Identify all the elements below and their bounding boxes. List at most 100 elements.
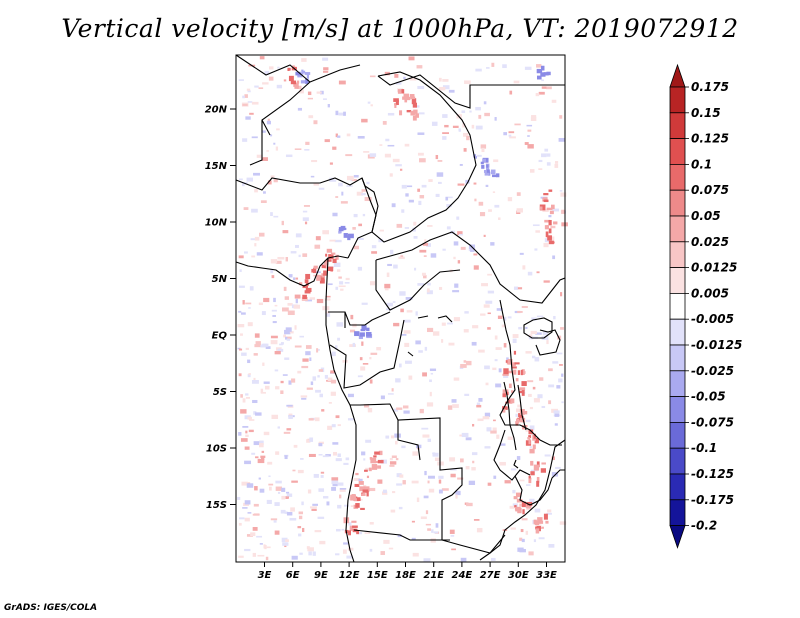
field-cell [359,332,365,337]
field-cell [272,315,276,317]
field-cell [492,427,497,432]
field-cell [275,486,282,491]
field-cell [343,542,349,545]
field-cell [280,380,284,384]
field-cell [469,110,472,113]
field-cell [457,183,465,186]
field-cell [425,523,432,526]
field-cell [336,322,344,327]
field-cell [541,405,546,409]
field-cell [445,196,449,201]
field-cell [268,483,274,486]
field-cell [486,169,490,173]
field-cell [490,430,497,434]
field-cell [347,235,351,241]
field-cell [294,244,299,248]
field-cell [337,482,344,486]
colorbar-box [669,344,686,372]
border [329,319,405,389]
field-cell [413,221,417,226]
field-cell [396,223,403,228]
field-cell [364,469,368,472]
field-cell [295,71,301,76]
field-cell [386,302,393,307]
field-cell [525,530,529,535]
field-cell [363,404,370,408]
field-cell [367,101,371,104]
field-cell [546,207,553,211]
field-cell [257,458,265,464]
lon-label: 12E [339,570,360,581]
field-cell [497,315,503,319]
field-cell [316,271,321,274]
field-cell [360,366,366,371]
field-cell [485,300,493,304]
field-cell [387,393,394,395]
field-cell [529,169,535,173]
field-cell [245,393,249,396]
field-cell [326,501,330,506]
field-cell [304,279,309,284]
field-cell [240,333,243,336]
field-cell [335,133,338,138]
field-cell [382,489,387,494]
field-cell [534,357,540,362]
field-cell [531,317,537,321]
field-cell [293,304,301,309]
field-cell [458,128,461,132]
field-cell [254,486,258,491]
field-cell [380,551,385,555]
field-cell [544,219,551,223]
field-cell [460,363,467,368]
field-cell [525,326,528,329]
field-cell [525,505,532,508]
field-cell [370,104,373,107]
field-cell [464,311,469,314]
field-cell [525,351,532,354]
coastline-east [479,439,566,561]
field-cell [359,357,363,361]
field-cell [553,315,556,320]
field-cell [534,466,539,469]
field-cell [542,197,548,201]
field-cell [252,513,260,516]
field-cell [332,258,337,264]
field-cell [248,429,254,433]
field-cell [270,518,278,521]
field-cell [460,557,467,562]
field-cell [487,482,492,486]
field-cell [466,135,470,141]
field-cell [364,532,371,534]
field-cell [283,334,286,338]
field-cell [560,192,567,197]
field-cell [519,252,524,255]
lat-label: 10N [205,218,228,229]
field-cell [299,282,303,286]
field-cell [416,65,423,69]
field-cell [371,245,377,249]
field-cell [237,324,245,328]
field-cell [519,387,526,391]
field-cell [529,446,532,448]
field-cell [543,199,549,203]
field-cell [243,207,249,210]
field-cell [289,331,294,334]
field-cell [362,213,366,217]
field-cell [396,483,403,486]
field-cell [258,87,264,90]
field-cell [521,518,528,521]
longitude-labels: 3E 6E 9E 12E 15E 18E 21E 24E 27E 30E 33E [258,562,557,581]
field-cell [298,515,303,520]
field-cell [362,489,369,493]
field-cell [368,487,376,492]
field-cell [350,494,356,501]
field-cell [538,91,545,95]
field-cell [376,346,382,351]
field-cell [275,146,279,151]
field-cell [285,491,290,494]
field-cell [536,477,540,483]
field-cell [299,552,303,555]
field-cell [255,341,261,346]
field-cell [398,363,402,368]
field-cell [314,417,320,422]
